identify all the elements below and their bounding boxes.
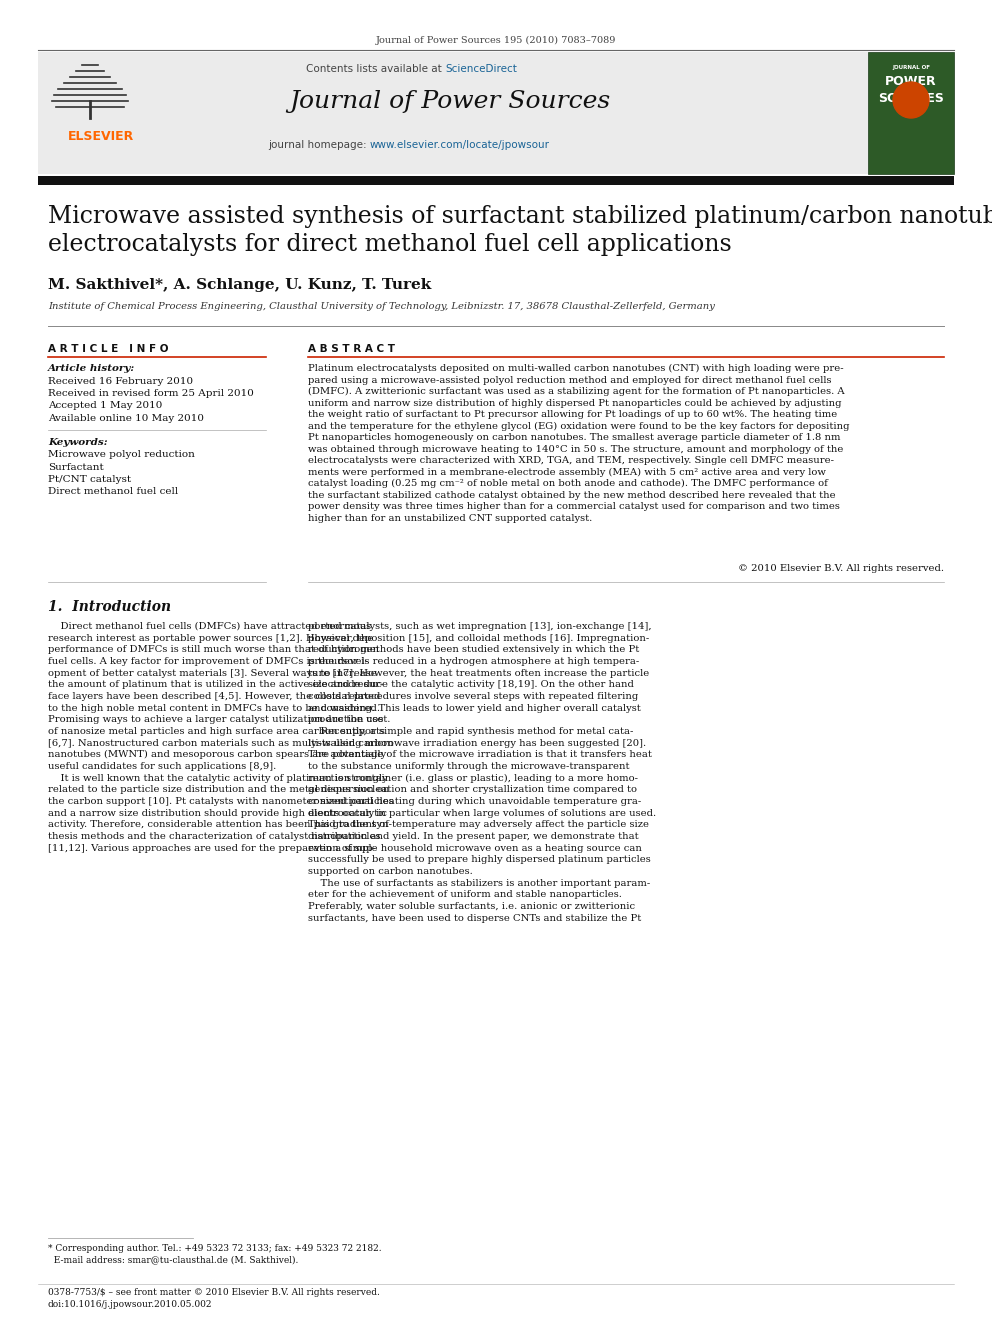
Text: Contents lists available at: Contents lists available at bbox=[306, 64, 445, 74]
Bar bbox=[38, 176, 954, 185]
Text: Direct methanol fuel cells (DMFCs) have attracted enormous
research interest as : Direct methanol fuel cells (DMFCs) have … bbox=[48, 622, 394, 853]
Text: www.elsevier.com/locate/jpowsour: www.elsevier.com/locate/jpowsour bbox=[370, 140, 550, 149]
Text: Microwave assisted synthesis of surfactant stabilized platinum/carbon nanotube
e: Microwave assisted synthesis of surfacta… bbox=[48, 205, 992, 257]
Bar bbox=[38, 52, 954, 175]
Text: A B S T R A C T: A B S T R A C T bbox=[308, 344, 395, 355]
Text: Available online 10 May 2010: Available online 10 May 2010 bbox=[48, 414, 204, 423]
Text: Microwave polyol reduction: Microwave polyol reduction bbox=[48, 450, 194, 459]
Text: E-mail address: smar@tu-clausthal.de (M. Sakthivel).: E-mail address: smar@tu-clausthal.de (M.… bbox=[48, 1256, 299, 1263]
Text: ScienceDirect: ScienceDirect bbox=[445, 64, 517, 74]
Text: A R T I C L E   I N F O: A R T I C L E I N F O bbox=[48, 344, 169, 355]
Text: Pt/CNT catalyst: Pt/CNT catalyst bbox=[48, 475, 131, 484]
Text: Journal of Power Sources: Journal of Power Sources bbox=[290, 90, 611, 112]
Text: Article history:: Article history: bbox=[48, 364, 135, 373]
Text: POWER: POWER bbox=[885, 75, 936, 89]
Circle shape bbox=[893, 82, 929, 118]
Text: * Corresponding author. Tel.: +49 5323 72 3133; fax: +49 5323 72 2182.: * Corresponding author. Tel.: +49 5323 7… bbox=[48, 1244, 382, 1253]
Bar bbox=[868, 52, 954, 175]
Text: 1.  Introduction: 1. Introduction bbox=[48, 601, 172, 614]
Text: ported catalysts, such as wet impregnation [13], ion-exchange [14],
physical dep: ported catalysts, such as wet impregnati… bbox=[308, 622, 656, 922]
Text: M. Sakthivel*, A. Schlange, U. Kunz, T. Turek: M. Sakthivel*, A. Schlange, U. Kunz, T. … bbox=[48, 278, 432, 292]
Text: Surfactant: Surfactant bbox=[48, 463, 104, 471]
Text: Keywords:: Keywords: bbox=[48, 438, 107, 447]
Bar bbox=[38, 52, 178, 175]
Text: Platinum electrocatalysts deposited on multi-walled carbon nanotubes (CNT) with : Platinum electrocatalysts deposited on m… bbox=[308, 364, 849, 523]
Text: JOURNAL OF: JOURNAL OF bbox=[892, 65, 930, 70]
Text: Received in revised form 25 April 2010: Received in revised form 25 April 2010 bbox=[48, 389, 254, 398]
Text: 0378-7753/$ – see front matter © 2010 Elsevier B.V. All rights reserved.
doi:10.: 0378-7753/$ – see front matter © 2010 El… bbox=[48, 1289, 380, 1310]
Text: Received 16 February 2010: Received 16 February 2010 bbox=[48, 377, 193, 385]
Text: journal homepage:: journal homepage: bbox=[268, 140, 370, 149]
Text: SOURCES: SOURCES bbox=[878, 93, 944, 105]
Text: Institute of Chemical Process Engineering, Clausthal University of Technology, L: Institute of Chemical Process Engineerin… bbox=[48, 302, 715, 311]
Text: Direct methanol fuel cell: Direct methanol fuel cell bbox=[48, 487, 179, 496]
Text: Accepted 1 May 2010: Accepted 1 May 2010 bbox=[48, 401, 163, 410]
Text: © 2010 Elsevier B.V. All rights reserved.: © 2010 Elsevier B.V. All rights reserved… bbox=[738, 564, 944, 573]
Text: ELSEVIER: ELSEVIER bbox=[68, 130, 134, 143]
Text: Journal of Power Sources 195 (2010) 7083–7089: Journal of Power Sources 195 (2010) 7083… bbox=[376, 36, 616, 45]
